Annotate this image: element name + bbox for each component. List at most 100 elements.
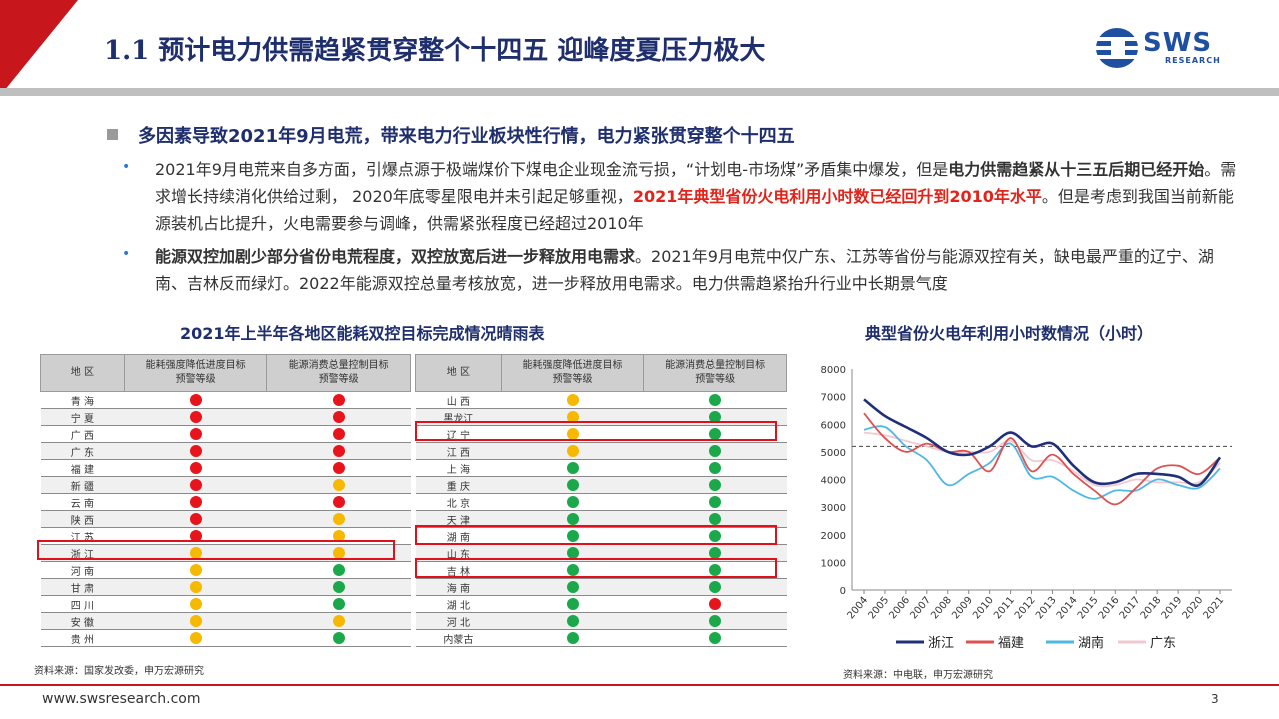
table-row: 广 东 <box>40 442 411 460</box>
footer-url: www.swsresearch.com <box>42 691 201 707</box>
status-light-icon <box>709 547 722 559</box>
logo-text: SWS <box>1143 28 1213 58</box>
y-tick-label: 3000 <box>821 503 846 514</box>
series-line-4 <box>863 431 1221 488</box>
y-tick-label: 8000 <box>821 365 846 376</box>
table-row: 上 海 <box>415 459 787 477</box>
status-light-icon <box>189 564 202 576</box>
total-status-cell <box>266 442 411 460</box>
intensity-status-cell <box>124 442 267 460</box>
total-status-cell <box>266 391 411 409</box>
table-row: 宁 夏 <box>40 408 411 426</box>
total-status-cell <box>643 442 787 460</box>
table-row: 重 庆 <box>415 476 787 494</box>
status-light-icon <box>332 411 345 423</box>
total-status-cell <box>266 510 411 528</box>
logo-subtext: RESEARCH <box>1165 56 1221 65</box>
x-tick-label: 2015 <box>1076 595 1101 622</box>
intensity-status-cell <box>501 578 644 596</box>
table-row: 山 东 <box>415 544 787 562</box>
status-light-icon <box>709 632 722 644</box>
intensity-status-cell <box>501 544 644 562</box>
status-light-icon <box>566 428 579 440</box>
table-row: 广 西 <box>40 425 411 443</box>
intensity-status-cell <box>501 459 644 477</box>
sws-logo: SWS RESEARCH <box>1095 26 1255 70</box>
header-grey-strip <box>0 88 1279 96</box>
header-band <box>0 0 1279 96</box>
status-light-icon <box>709 496 722 508</box>
total-status-cell <box>266 425 411 443</box>
series-line-1 <box>863 398 1222 487</box>
status-light-icon <box>566 564 579 576</box>
status-light-icon <box>566 445 579 457</box>
table-source-note: 资料来源：国家发改委，申万宏源研究 <box>34 666 204 677</box>
region-cell: 吉 林 <box>415 561 502 579</box>
region-cell: 山 西 <box>415 391 502 409</box>
y-tick-label: 6000 <box>821 420 846 431</box>
status-light-icon <box>189 496 202 508</box>
table-row: 甘 肃 <box>40 578 411 596</box>
header-red-wedge <box>0 0 78 96</box>
x-tick-label: 2009 <box>950 595 975 622</box>
bullet-paragraph-2: 能源双控加剧少部分省份电荒程度，双控放宽后进一步释放用电需求。2021年9月电荒… <box>155 243 1245 297</box>
total-status-cell <box>643 391 787 409</box>
rating-table-left: 地 区 能耗强度降低进度目标 预警等级 能源消费总量控制目标 预警等级 青 海宁 夏… <box>40 354 411 647</box>
status-light-icon <box>332 530 345 542</box>
bullet-paragraph-1: 2021年9月电荒来自多方面，引爆点源于极端煤价下煤电企业现金流亏损，“计划电-… <box>155 156 1245 237</box>
highlight-box-zhejiang <box>37 540 395 560</box>
intensity-status-cell <box>124 595 267 613</box>
y-tick-label: 0 <box>840 586 846 597</box>
bold-text: 能源双控加剧少部分省份电荒程度，双控放宽后进一步释放用电需求 <box>155 247 636 266</box>
table-row: 内蒙古 <box>415 629 787 647</box>
table-row: 天 津 <box>415 510 787 528</box>
intensity-status-cell <box>501 595 644 613</box>
status-light-icon <box>189 547 202 559</box>
legend-label: 湖南 <box>1078 635 1104 651</box>
status-light-icon <box>566 394 579 406</box>
table-row: 河 北 <box>415 612 787 630</box>
status-light-icon <box>332 513 345 525</box>
status-light-icon <box>709 479 722 491</box>
intensity-status-cell <box>124 544 267 562</box>
status-light-icon <box>332 598 345 610</box>
total-status-cell <box>643 612 787 630</box>
status-light-icon <box>189 428 202 440</box>
status-light-icon <box>566 462 579 474</box>
total-status-cell <box>643 544 787 562</box>
status-light-icon <box>566 581 579 593</box>
intensity-status-cell <box>124 629 267 647</box>
region-cell: 四 川 <box>40 595 125 613</box>
status-light-icon <box>332 564 345 576</box>
region-cell: 浙 江 <box>40 544 125 562</box>
status-light-icon <box>332 445 345 457</box>
intensity-status-cell <box>124 578 267 596</box>
region-cell: 青 海 <box>40 391 125 409</box>
body-text: 2021年9月电荒来自多方面，引爆点源于极端煤价下煤电企业现金流亏损，“计划电-… <box>155 160 949 179</box>
x-tick-label: 2007 <box>908 595 933 622</box>
intensity-status-cell <box>501 629 644 647</box>
total-status-cell <box>643 510 787 528</box>
region-cell: 内蒙古 <box>415 629 502 647</box>
status-light-icon <box>709 513 722 525</box>
total-status-cell <box>266 476 411 494</box>
intensity-status-cell <box>501 425 644 443</box>
table-row: 江 西 <box>415 442 787 460</box>
region-cell: 北 京 <box>415 493 502 511</box>
region-cell: 河 北 <box>415 612 502 630</box>
status-light-icon <box>332 615 345 627</box>
series-line-3 <box>863 425 1221 500</box>
table-row: 贵 州 <box>40 629 411 647</box>
highlight-box-jilin <box>415 558 777 578</box>
intensity-status-cell <box>124 510 267 528</box>
intensity-status-cell <box>124 612 267 630</box>
x-tick-label: 2019 <box>1160 595 1185 622</box>
x-tick-label: 2018 <box>1139 595 1164 622</box>
status-light-icon <box>566 547 579 559</box>
chart-title: 典型省份火电年利用小时数情况（小时） <box>865 324 1154 343</box>
status-light-icon <box>189 530 202 542</box>
region-cell: 河 南 <box>40 561 125 579</box>
highlight-box-hunan <box>415 525 777 545</box>
x-tick-label: 2011 <box>992 595 1017 622</box>
highlight-box-liaoning <box>415 421 777 441</box>
